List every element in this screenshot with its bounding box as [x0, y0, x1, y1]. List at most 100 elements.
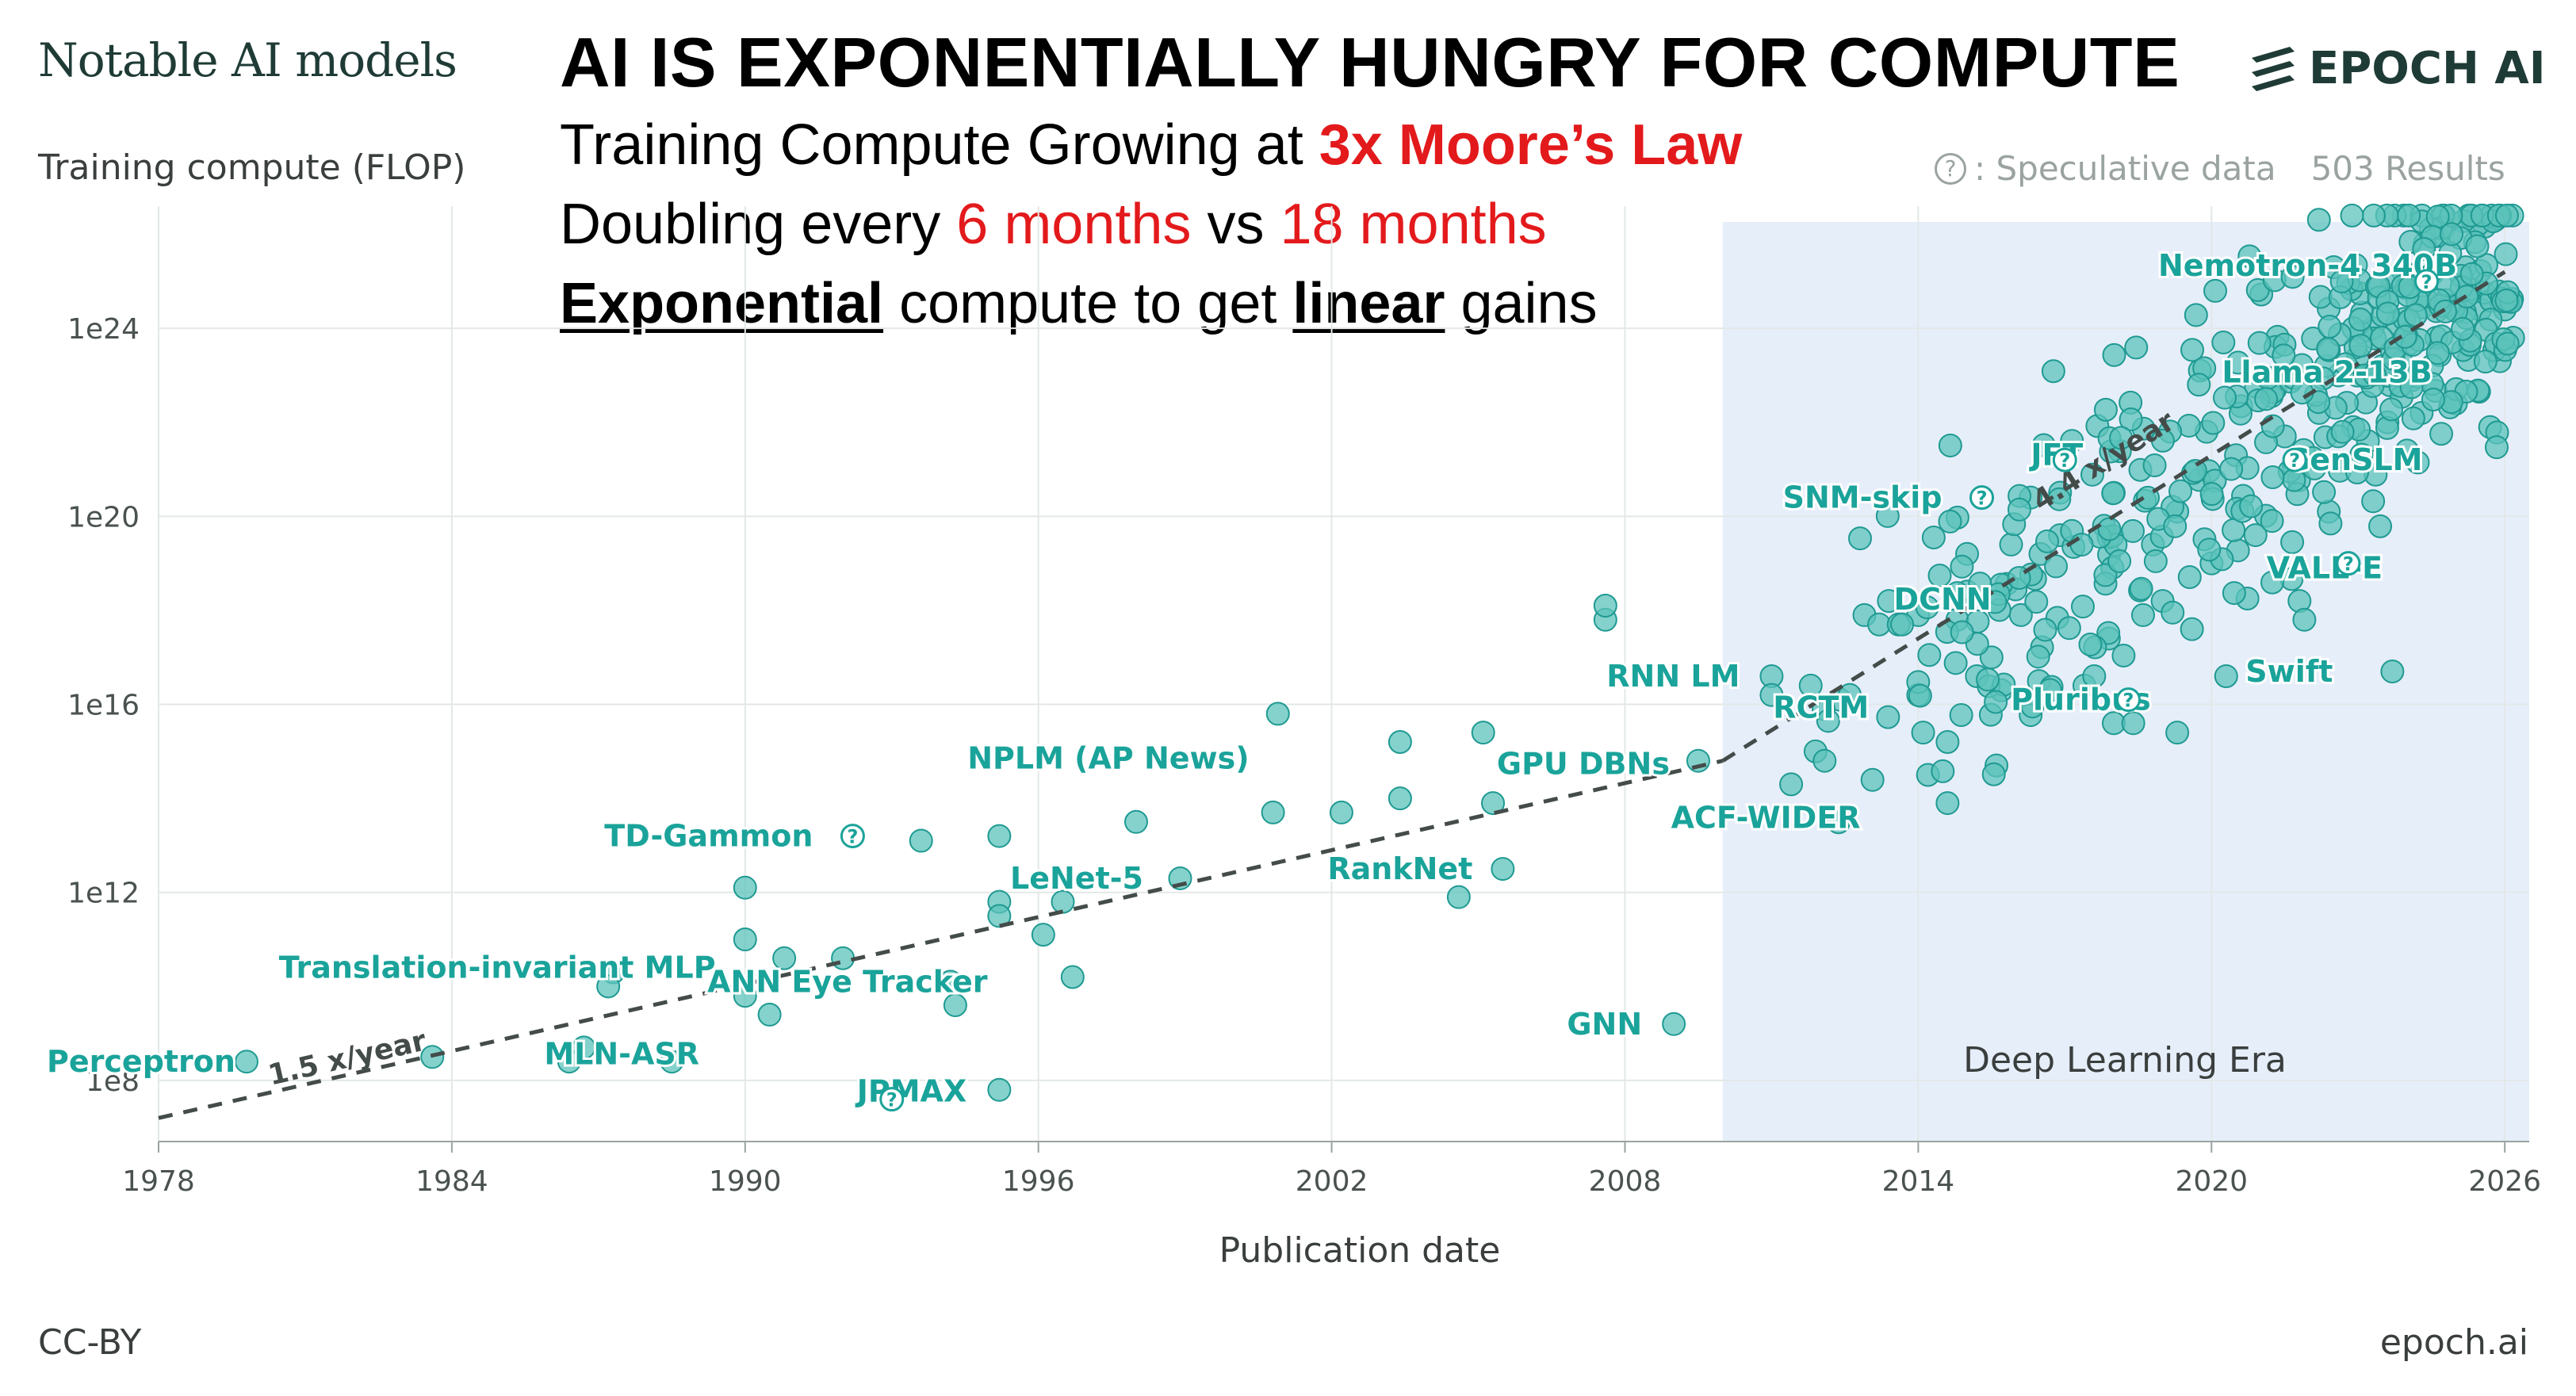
data-point	[2214, 664, 2238, 688]
speculative-icon: ?	[1935, 152, 1966, 185]
data-point	[1759, 683, 1784, 707]
data-point	[1123, 809, 1148, 834]
point-label: TD-Gammon	[604, 819, 813, 854]
data-point	[2026, 644, 2050, 669]
data-point	[1876, 705, 1900, 729]
data-point	[2455, 285, 2479, 309]
speculative-marker-ring	[840, 824, 865, 849]
data-point	[1265, 702, 1290, 726]
data-point	[2078, 633, 2103, 657]
subline-gains-a: Exponential	[560, 272, 884, 335]
data-point	[2121, 518, 2145, 543]
data-point	[2412, 237, 2436, 262]
data-points	[234, 203, 2525, 1111]
brand-title: Notable AI models	[38, 33, 457, 87]
speculative-marker: ?	[2282, 447, 2307, 472]
point-label: VALL-E	[2267, 551, 2383, 586]
epoch-logo-text: EPOCH AI	[2309, 43, 2546, 94]
subline-doubling: Doubling every 6 months vs 18 months	[560, 192, 1547, 257]
x-tick-label: 2002	[1296, 1165, 1368, 1198]
trend-label: 1.5 x/year	[266, 1024, 430, 1092]
speculative-marker-ring	[2336, 551, 2361, 576]
data-point	[2292, 607, 2317, 632]
data-point	[2403, 303, 2428, 327]
subline-gains: Exponential compute to get linear gains	[560, 271, 1598, 336]
data-point	[2330, 419, 2355, 444]
data-point	[2494, 289, 2519, 313]
legend: ? : Speculative data 503 Results	[1935, 149, 2505, 188]
data-point	[2308, 285, 2333, 309]
data-point	[2219, 457, 2244, 481]
data-point	[2361, 203, 2386, 228]
data-point	[1779, 772, 1804, 797]
data-point	[1950, 620, 1974, 644]
trend-line	[1721, 270, 2506, 763]
legend-speculative-label: : Speculative data	[1974, 149, 2276, 188]
results-count: 503 Results	[2310, 149, 2505, 188]
data-point	[2165, 721, 2190, 745]
data-point	[1471, 721, 1495, 745]
y-tick-label: 1e16	[67, 690, 140, 722]
data-point	[1908, 683, 1932, 708]
point-label: SNM-skip	[1783, 480, 1943, 515]
data-point	[2035, 529, 2060, 553]
site-link[interactable]: epoch.ai	[2379, 1322, 2528, 1363]
speculative-marker: ?	[2115, 687, 2141, 713]
data-point	[1491, 857, 1515, 882]
data-point	[2119, 407, 2143, 432]
y-tick-label: 1e24	[67, 313, 140, 346]
data-point	[2494, 242, 2518, 266]
speculative-marker: ?	[879, 1087, 905, 1112]
data-point	[2406, 450, 2430, 475]
data-point	[2473, 350, 2498, 374]
data-point	[2142, 453, 2167, 477]
deep-learning-era-label: Deep Learning Era	[1963, 1040, 2287, 1080]
data-point	[943, 993, 967, 1018]
data-point	[2280, 265, 2305, 289]
data-point	[660, 1050, 684, 1074]
data-point	[2465, 234, 2490, 258]
data-point	[2318, 314, 2342, 338]
point-label: MLN-ASR	[544, 1036, 699, 1071]
data-point	[1950, 554, 1974, 579]
point-label: DCNN	[1894, 582, 1992, 617]
data-point	[1060, 965, 1085, 989]
data-point	[2069, 533, 2094, 557]
data-point	[1917, 643, 1942, 667]
data-point	[2425, 341, 2450, 365]
point-label: ANN Eye Tracker	[707, 964, 988, 999]
data-point	[2101, 481, 2126, 506]
data-point	[2150, 428, 2175, 453]
data-point	[1686, 748, 1710, 773]
data-point	[2380, 660, 2405, 684]
data-point	[1911, 721, 1935, 745]
data-point	[987, 824, 1012, 848]
data-point	[2177, 564, 2202, 589]
speculative-marker-text: ?	[847, 826, 858, 848]
data-point	[1826, 810, 1851, 835]
data-point	[2260, 509, 2284, 534]
license-label: CC-BY	[38, 1322, 142, 1363]
data-point	[1593, 594, 1617, 618]
data-point	[987, 904, 1012, 928]
data-point	[2047, 487, 2072, 511]
data-point	[2070, 595, 2095, 619]
data-point	[2399, 375, 2424, 400]
x-tick-label: 1978	[122, 1165, 195, 1198]
data-point	[1877, 589, 1901, 614]
x-tick-label: 1990	[709, 1165, 782, 1198]
subline-growth-highlight: 3x Moore’s Law	[1319, 113, 1743, 177]
speculative-marker-ring	[2282, 447, 2307, 472]
data-point	[1890, 612, 1915, 637]
data-point	[1968, 572, 1992, 596]
point-label: Translation-invariant MLP	[279, 950, 716, 985]
data-point	[2057, 616, 2081, 641]
epoch-logo[interactable]: EPOCH AI	[2250, 43, 2546, 94]
data-point	[1662, 1012, 1686, 1036]
data-point	[1927, 564, 1952, 588]
data-point	[2340, 203, 2364, 228]
data-point	[1981, 762, 2006, 786]
data-point	[2329, 270, 2354, 294]
point-label: Llama 2-13B	[2222, 355, 2432, 390]
